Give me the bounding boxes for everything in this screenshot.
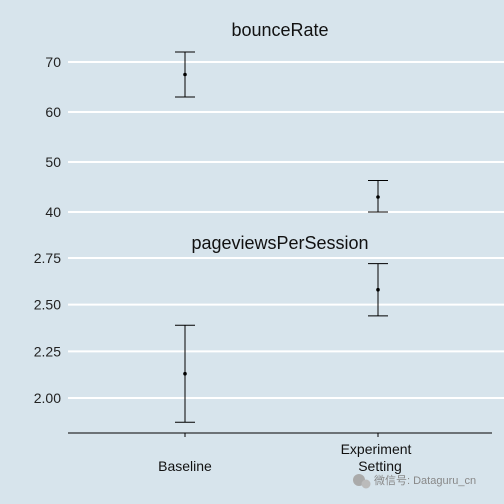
bounce-rate-panel: 40 50 60 70 — [45, 51, 504, 220]
mean-point — [376, 287, 380, 292]
y-tick-label: 70 — [45, 54, 61, 70]
y-tick-label: 2.75 — [34, 250, 61, 266]
y-tick-label: 2.50 — [34, 297, 61, 313]
y-tick-label: 2.00 — [34, 390, 61, 406]
panel-title-bounce-rate: bounceRate — [231, 20, 328, 40]
pageviews-panel: 2.00 2.25 2.50 2.75 — [34, 250, 504, 423]
watermark: 微信号: Dataguru_cn — [353, 473, 476, 489]
panel-title-pageviews: pageviewsPerSession — [191, 233, 368, 253]
y-tick-label: 40 — [45, 204, 61, 220]
mean-point — [183, 72, 187, 77]
error-bar — [368, 180, 388, 213]
watermark-text: 微信号: Dataguru_cn — [374, 473, 476, 487]
y-tick-label: 2.25 — [34, 343, 61, 359]
x-label-setting: Setting — [358, 458, 402, 474]
x-label-baseline: Baseline — [158, 458, 212, 474]
error-bar — [368, 263, 388, 317]
error-bar — [175, 51, 195, 98]
y-tick-label: 60 — [45, 104, 61, 120]
mean-point — [376, 195, 380, 199]
wechat-icon-bubble — [361, 479, 371, 489]
error-bar — [175, 324, 195, 423]
mean-point — [183, 371, 187, 376]
y-tick-label: 50 — [45, 154, 61, 170]
x-label-experiment: Experiment — [341, 441, 412, 457]
